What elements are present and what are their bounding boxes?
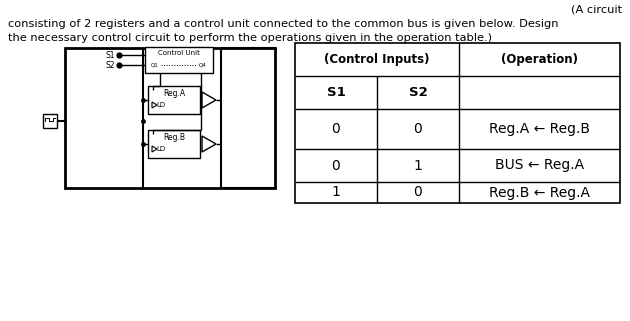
Text: Q4: Q4 xyxy=(199,63,207,67)
Polygon shape xyxy=(152,146,157,152)
Text: 0: 0 xyxy=(414,122,422,136)
Text: Reg.B: Reg.B xyxy=(163,133,185,142)
Text: S1: S1 xyxy=(326,86,345,99)
Text: 0: 0 xyxy=(331,159,340,172)
Polygon shape xyxy=(202,136,216,152)
Text: 1: 1 xyxy=(413,159,423,172)
Polygon shape xyxy=(152,102,157,108)
Bar xyxy=(148,130,200,158)
Text: S2: S2 xyxy=(409,86,427,99)
Text: S2: S2 xyxy=(105,60,115,70)
Bar xyxy=(43,114,57,128)
Text: the necessary control circuit to perform the operations given in the operation t: the necessary control circuit to perform… xyxy=(8,33,492,43)
Text: LD: LD xyxy=(156,146,166,152)
Text: S1: S1 xyxy=(105,50,115,59)
Text: 1: 1 xyxy=(331,186,340,199)
Bar xyxy=(65,48,275,188)
Text: LD: LD xyxy=(156,102,166,108)
Text: consisting of 2 registers and a control unit connected to the common bus is give: consisting of 2 registers and a control … xyxy=(8,19,559,29)
Text: Q1: Q1 xyxy=(151,63,159,67)
Bar xyxy=(145,47,213,73)
Polygon shape xyxy=(202,92,216,108)
Bar xyxy=(148,86,200,114)
Text: (A circuit: (A circuit xyxy=(571,5,622,15)
Text: Reg.A ← Reg.B: Reg.A ← Reg.B xyxy=(489,122,590,136)
Text: Reg.B ← Reg.A: Reg.B ← Reg.A xyxy=(489,186,590,199)
Text: 0: 0 xyxy=(331,122,340,136)
Text: 0: 0 xyxy=(414,186,422,199)
Bar xyxy=(295,43,620,203)
Text: (Control Inputs): (Control Inputs) xyxy=(324,53,430,66)
Text: Reg.A: Reg.A xyxy=(163,89,185,98)
Text: (Operation): (Operation) xyxy=(501,53,578,66)
Text: BUS ← Reg.A: BUS ← Reg.A xyxy=(495,159,584,172)
Text: Control Unit: Control Unit xyxy=(158,50,200,56)
